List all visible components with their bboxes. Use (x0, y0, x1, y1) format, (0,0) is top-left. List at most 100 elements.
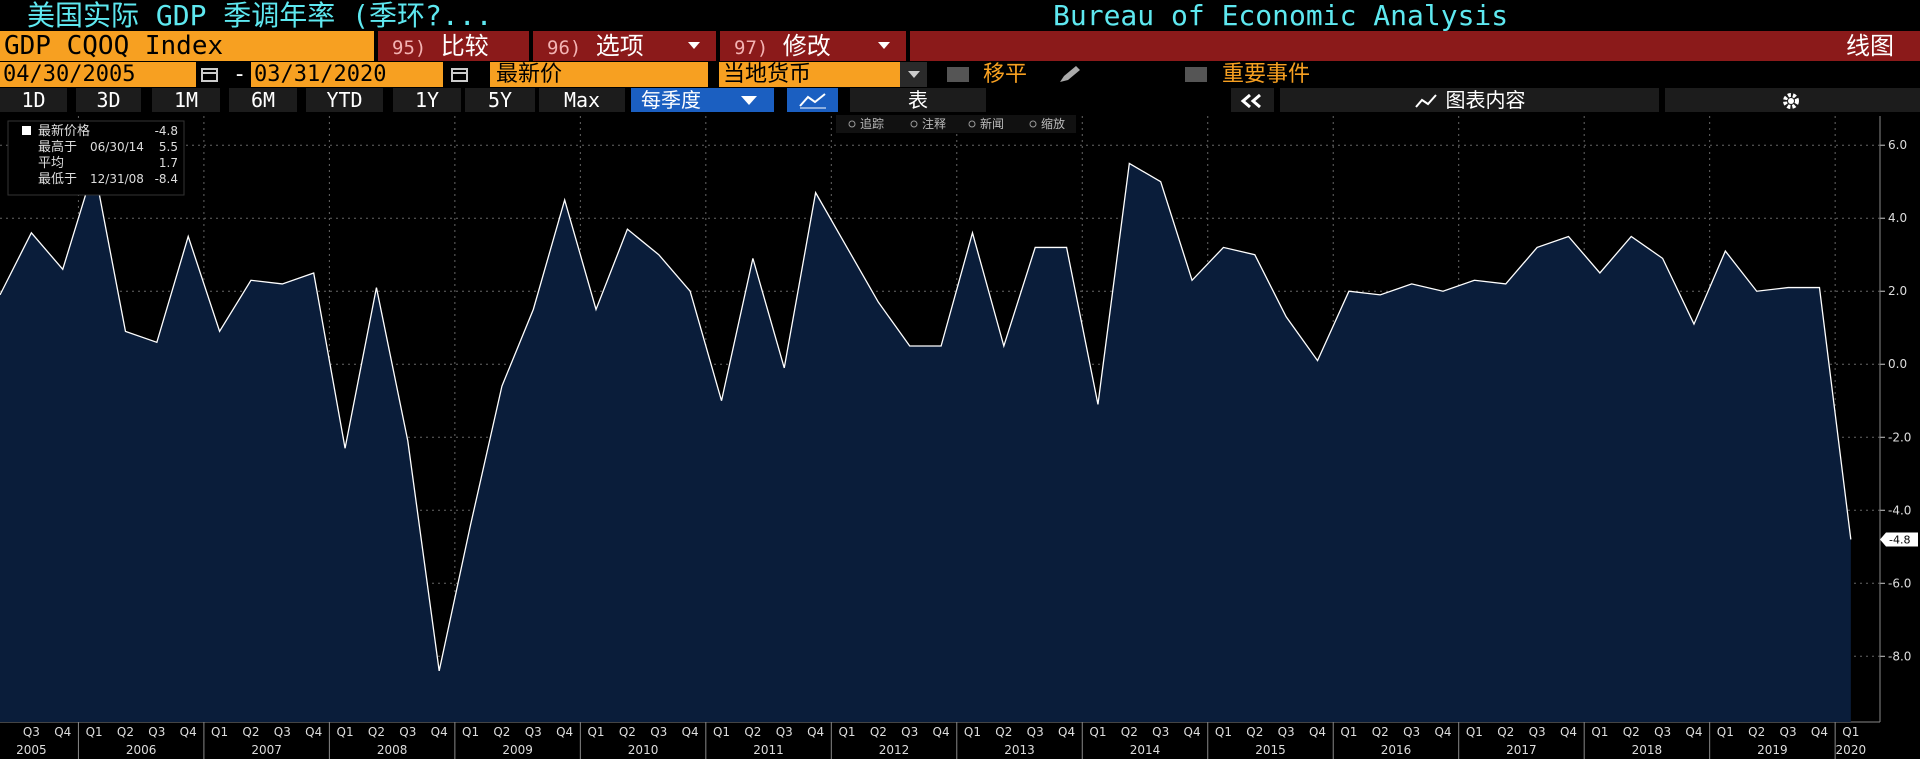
chart-content-label: 图表内容 (1445, 88, 1526, 112)
x-tick-label: Q1 (1089, 725, 1106, 739)
line-chart-toggle[interactable] (787, 88, 838, 112)
chart-tool[interactable]: 缩放 (1041, 116, 1065, 131)
legend-box (7, 120, 185, 196)
frequency-label: 每季度 (641, 88, 701, 112)
x-tick-label: Q3 (1780, 725, 1797, 739)
legend-value: 5.5 (159, 140, 178, 154)
x-tick-label: Q1 (211, 725, 228, 739)
x-tick-label: Q3 (148, 725, 165, 739)
x-tick-label: Q4 (305, 725, 322, 739)
currency-dropdown[interactable] (900, 62, 927, 87)
x-tick-label: Q1 (838, 725, 855, 739)
x-tick-label: Q1 (337, 725, 354, 739)
period-button[interactable]: 6M (229, 88, 297, 112)
x-tick-label: Q4 (556, 725, 573, 739)
x-tick-label: Q3 (23, 725, 40, 739)
x-tick-label: Q4 (807, 725, 824, 739)
menu-options[interactable]: 96) 选项 (533, 31, 716, 61)
year-label: 2018 (1632, 743, 1663, 757)
price-field[interactable]: 最新价 (490, 62, 708, 87)
moving-average[interactable]: 移平 (983, 62, 1028, 87)
year-label: 2005 (16, 743, 47, 757)
x-tick-label: Q1 (587, 725, 604, 739)
legend-label: 最低于 (38, 172, 77, 187)
x-tick-label: Q1 (1591, 725, 1608, 739)
period-button[interactable]: 5Y (465, 88, 535, 112)
legend-label: 最高于 (38, 139, 77, 155)
year-label: 2014 (1130, 743, 1161, 757)
menu-label: 选项 (595, 32, 644, 60)
year-label: 2012 (879, 743, 910, 757)
x-tick-label: Q1 (462, 725, 479, 739)
last-value-label: -4.8 (1889, 533, 1910, 546)
period-button[interactable]: Max (539, 88, 625, 112)
menu-num: 96) (547, 37, 582, 59)
chart-tools-bar (836, 115, 1076, 133)
x-tick-label: Q1 (1215, 725, 1232, 739)
view-type[interactable]: 线图 (910, 31, 1920, 61)
period-button[interactable]: 1M (152, 88, 220, 112)
line (0, 162, 1852, 672)
x-tick-label: Q2 (242, 725, 259, 739)
last-value-marker (1880, 532, 1918, 547)
year-label: 2015 (1255, 743, 1286, 757)
year-label: 2013 (1004, 743, 1035, 757)
x-tick-label: Q2 (117, 725, 134, 739)
x-tick-label: Q1 (964, 725, 981, 739)
line-icon (799, 93, 826, 109)
x-tick-label: Q2 (1372, 725, 1389, 739)
menu-num: 95) (392, 37, 427, 59)
x-tick-label: Q1 (713, 725, 730, 739)
year-label: 2011 (753, 743, 784, 757)
legend-value: 1.7 (159, 156, 178, 170)
period-button[interactable]: 3D (76, 88, 141, 112)
x-tick-label: Q3 (1654, 725, 1671, 739)
ticker[interactable]: GDP CQOQ Index (0, 31, 374, 61)
calendar-icon[interactable] (200, 66, 220, 83)
x-tick-label: Q4 (1434, 725, 1451, 739)
events[interactable]: 重要事件 (1222, 62, 1311, 87)
x-tick-label: Q2 (1497, 725, 1514, 739)
date-separator: - (233, 62, 247, 87)
legend-swatch (22, 126, 31, 135)
calendar-icon[interactable] (450, 66, 470, 83)
frequency[interactable]: 每季度 (631, 88, 774, 112)
period-button[interactable]: 1D (0, 88, 67, 112)
year-label: 2006 (126, 743, 157, 757)
year-label: 2007 (251, 743, 282, 757)
end-date[interactable]: 03/31/2020 (251, 62, 443, 87)
pencil-icon[interactable] (1058, 64, 1084, 84)
year-label: 2010 (628, 743, 659, 757)
menu-label: 比较 (440, 32, 489, 60)
checkbox[interactable] (947, 67, 969, 82)
chart-content-button[interactable]: 图表内容 (1280, 88, 1659, 112)
x-tick-label: Q3 (1152, 725, 1169, 739)
x-tick-label: Q2 (995, 725, 1012, 739)
y-tick-label: -8.0 (1888, 649, 1911, 663)
chart-tool[interactable]: 注释 (922, 116, 946, 131)
menu-compare[interactable]: 95) 比较 (378, 31, 529, 61)
start-date[interactable]: 04/30/2005 (0, 62, 196, 87)
x-tick-label: Q4 (1560, 725, 1577, 739)
x-tick-label: Q3 (901, 725, 918, 739)
x-tick-label: Q2 (1623, 725, 1640, 739)
chart-tool[interactable]: 追踪 (860, 116, 884, 131)
x-tick-label: Q4 (180, 725, 197, 739)
tool-icon (910, 120, 918, 128)
checkbox[interactable] (1185, 67, 1207, 82)
collapse-button[interactable] (1231, 88, 1274, 112)
year-label: 2016 (1381, 743, 1412, 757)
gear-icon (1783, 93, 1799, 109)
year-label: 2008 (377, 743, 408, 757)
currency[interactable]: 当地货币 (719, 62, 900, 87)
settings-button[interactable] (1665, 88, 1920, 112)
menu-modify[interactable]: 97) 修改 (720, 31, 906, 61)
source: Bureau of Economic Analysis (1053, 0, 1509, 32)
period-button[interactable]: YTD (306, 88, 383, 112)
x-tick-label: Q4 (1184, 725, 1201, 739)
period-button[interactable]: 1Y (393, 88, 461, 112)
chart-tool[interactable]: 新闻 (980, 116, 1004, 131)
x-tick-label: Q4 (682, 725, 699, 739)
table-button[interactable]: 表 (850, 88, 986, 112)
y-tick-label: 0.0 (1888, 357, 1907, 371)
